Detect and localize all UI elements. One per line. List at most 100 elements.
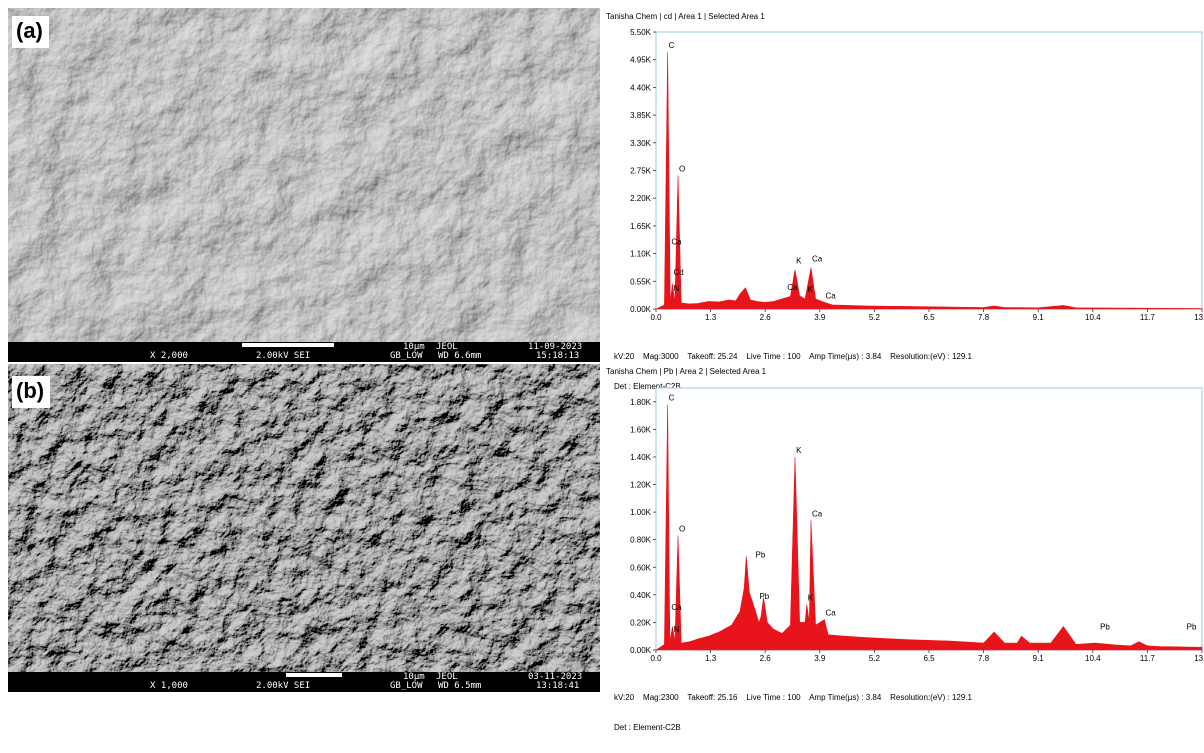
sem-magnification-a: X 2,000 xyxy=(150,351,188,361)
x-tick-label: 13.0 xyxy=(1194,313,1204,322)
x-tick-label: 10.4 xyxy=(1085,654,1101,663)
y-tick-label: 1.65K xyxy=(630,222,652,231)
sem-date-b: 03-11-2023 xyxy=(528,672,583,682)
scale-bar-a xyxy=(242,343,334,347)
peak-label: K xyxy=(808,285,814,294)
peak-label: Ca xyxy=(671,238,682,247)
y-tick-label: 1.60K xyxy=(630,425,652,434)
sem-brand-b: JEOL xyxy=(436,672,458,682)
x-tick-label: 10.4 xyxy=(1085,313,1101,322)
x-tick-label: 9.1 xyxy=(1033,654,1045,663)
eds-footer-b: kV:20 Mag:2300 Takeoff: 25.16 Live Time … xyxy=(614,673,972,753)
x-tick-label: 1.3 xyxy=(705,654,717,663)
sem-date-a: 11-09-2023 xyxy=(528,342,583,352)
peak-label: C xyxy=(669,41,675,50)
y-tick-label: 0.55K xyxy=(630,277,652,286)
peak-label: Ca xyxy=(812,255,823,264)
sem-scale-b: 10µm xyxy=(403,672,425,682)
sem-voltage-a: 2.00kV SEI xyxy=(256,351,311,361)
x-tick-label: 2.6 xyxy=(760,654,772,663)
sem-brand-a: JEOL xyxy=(436,342,458,352)
spectrum-area xyxy=(654,404,1203,651)
eds-plot-frame xyxy=(655,31,1203,310)
eds-params-a: kV:20 Mag:3000 Takeoff: 25.24 Live Time … xyxy=(614,352,972,361)
eds-header-b: Tanisha Chem | Pb | Area 2 | Selected Ar… xyxy=(606,367,767,376)
peak-label: Pb xyxy=(1100,622,1110,631)
x-tick-label: 11.7 xyxy=(1140,313,1156,322)
scale-bar-b xyxy=(286,673,342,677)
sem-magnification-b: X 1,000 xyxy=(150,681,188,691)
peak-label: O xyxy=(679,165,685,174)
x-tick-label: 0.0 xyxy=(650,654,662,663)
peak-label: O xyxy=(679,525,685,534)
eds-spectrum-a: 0.00K 0.55K 1.10K 1.65K 2.20K 2.75K 3.30K 3.85K… xyxy=(630,28,1204,322)
peak-label: Pb xyxy=(1187,622,1197,631)
peak-label: Ca xyxy=(787,283,798,292)
y-tick-label: 5.50K xyxy=(630,28,652,37)
sem-info-bar-a: X 2,000 2.00kV SEI 10µm JEOL GB_LOW WD 6… xyxy=(8,342,600,362)
y-tick-label: 1.00K xyxy=(630,508,652,517)
panel-label-a: (a) xyxy=(12,16,49,48)
peak-label: K xyxy=(796,446,802,455)
x-tick-label: 9.1 xyxy=(1033,313,1045,322)
x-tick-label: 13.0 xyxy=(1194,654,1204,663)
y-tick-label: 4.40K xyxy=(630,83,652,92)
y-tick-label: 0.20K xyxy=(630,618,652,627)
panel-label-b: (b) xyxy=(12,376,51,408)
x-tick-label: 3.9 xyxy=(814,313,826,322)
sem-time-b: 13:18:41 xyxy=(536,681,580,691)
peak-label: C xyxy=(669,394,675,403)
eds-plot-frame xyxy=(655,387,1203,651)
y-tick-label: 2.20K xyxy=(630,194,652,203)
y-tick-label: 0.00K xyxy=(630,646,652,655)
x-tick-label: 3.9 xyxy=(814,654,826,663)
sem-time-a: 15:18:13 xyxy=(536,351,580,361)
x-tick-label: 7.8 xyxy=(978,654,990,663)
eds-detector-a: Det : Element-C2B xyxy=(614,382,681,391)
x-tick-label: 2.6 xyxy=(760,313,772,322)
y-tick-label: 1.10K xyxy=(630,250,652,259)
x-tick-label: 11.7 xyxy=(1140,654,1156,663)
peak-label: K xyxy=(796,257,802,266)
sem-info-bar-b: X 1,000 2.00kV SEI 10µm JEOL GB_LOW WD 6… xyxy=(8,672,600,692)
sem-image-b: X 1,000 2.00kV SEI 10µm JEOL GB_LOW WD 6… xyxy=(8,364,600,692)
x-tick-label: 6.5 xyxy=(923,313,935,322)
eds-footer-a: kV:20 Mag:3000 Takeoff: 25.24 Live Time … xyxy=(614,332,972,412)
sem-mode-a: GB_LOW xyxy=(390,351,423,361)
x-tick-label: 5.2 xyxy=(869,654,881,663)
y-tick-label: 0.80K xyxy=(630,536,652,545)
x-tick-label: 5.2 xyxy=(869,313,881,322)
y-tick-label: 0.40K xyxy=(630,591,652,600)
y-tick-label: 2.75K xyxy=(630,167,652,176)
sem-scale-a: 10µm xyxy=(403,342,425,352)
peak-label: K xyxy=(808,593,814,602)
y-tick-label: 0.00K xyxy=(630,305,652,314)
eds-header-a: Tanisha Chem | cd | Area 1 | Selected Ar… xyxy=(606,12,765,21)
x-tick-label: 0.0 xyxy=(650,313,662,322)
peak-label: Cd xyxy=(673,268,683,277)
peak-label: Pb xyxy=(759,592,769,601)
eds-spectrum-b: 0.00K 0.20K 0.40K 0.60K 0.80K 1.00K 1.20K 1.40K… xyxy=(630,387,1204,663)
y-tick-label: 0.60K xyxy=(630,563,652,572)
sem-wd-b: WD 6.5mm xyxy=(438,681,482,691)
sem-wd-a: WD 6.6mm xyxy=(438,351,482,361)
y-tick-label: 1.40K xyxy=(630,453,652,462)
peak-label: Ca xyxy=(812,509,823,518)
y-tick-label: 1.20K xyxy=(630,481,652,490)
peak-label: Ca xyxy=(826,291,837,300)
sem-micrograph-a xyxy=(8,8,600,342)
peak-label: Ca xyxy=(671,603,682,612)
eds-detector-b: Det : Element-C2B xyxy=(614,723,681,732)
peak-label: Ca xyxy=(826,609,837,618)
spectrum-area xyxy=(655,52,1203,310)
peak-label: Pb xyxy=(755,551,765,560)
x-tick-label: 7.8 xyxy=(978,313,990,322)
peak-label: N xyxy=(673,284,679,293)
y-tick-label: 1.80K xyxy=(630,398,652,407)
sem-voltage-b: 2.00kV SEI xyxy=(256,681,311,691)
x-tick-label: 6.5 xyxy=(923,654,935,663)
sem-mode-b: GB_LOW xyxy=(390,681,423,691)
peak-label: N xyxy=(673,625,679,634)
sem-image-a: X 2,000 2.00kV SEI 10µm JEOL GB_LOW WD 6… xyxy=(8,8,600,362)
y-tick-label: 3.85K xyxy=(630,111,652,120)
